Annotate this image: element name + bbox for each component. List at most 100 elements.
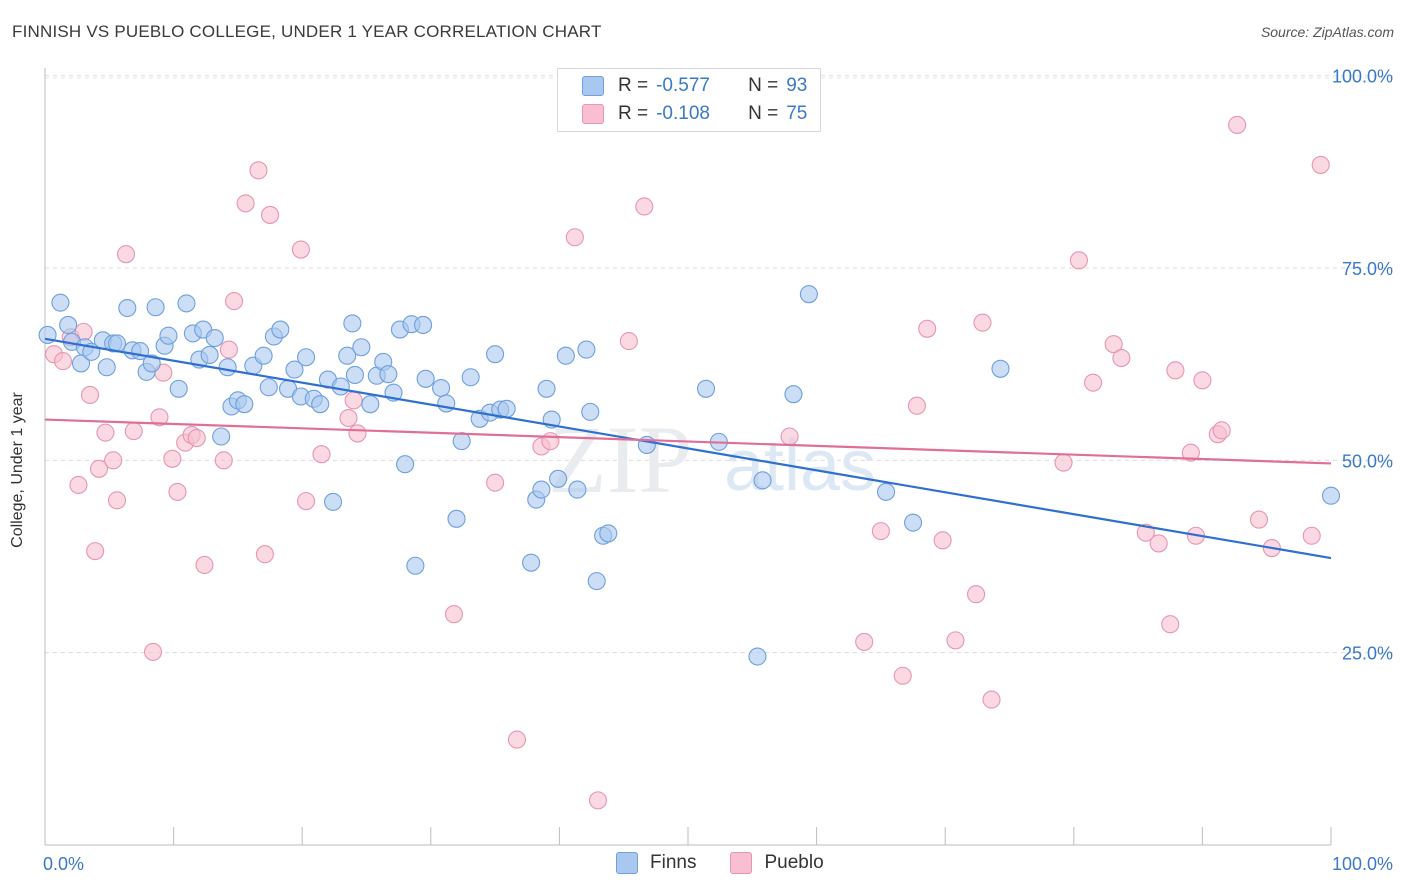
legend-item-pueblo[interactable]: Pueblo (730, 852, 824, 874)
pueblo-point (143, 642, 163, 661)
pueblo-point (635, 197, 654, 216)
finns-point (352, 338, 371, 357)
pueblo-point (933, 531, 952, 550)
pueblo-point (224, 292, 244, 311)
finns-point (142, 354, 161, 373)
finns-point (200, 345, 219, 365)
y-tick-label: 100.0% (1332, 67, 1393, 87)
correlation-legend: R = -0.577 N = 93 R = -0.108 N = 75 (557, 68, 821, 132)
pueblo-point (1104, 335, 1123, 354)
finns-point (414, 315, 433, 334)
pueblo-point (982, 690, 1001, 709)
pueblo-point (871, 522, 890, 541)
pueblo-point (893, 666, 912, 685)
pueblo-point (619, 332, 638, 351)
pueblo-point (96, 423, 115, 442)
pueblo-n-value: 75 (786, 103, 808, 124)
pueblo-point (344, 391, 363, 410)
pueblo-point (168, 482, 187, 501)
finns-point (331, 377, 350, 396)
watermark-atlas: atlas (724, 426, 876, 506)
finns-point (537, 379, 556, 398)
source-credit: Source: ZipAtlas.com (1260, 24, 1394, 40)
finns-point (748, 647, 767, 666)
axes (44, 68, 1332, 846)
finns-point (522, 553, 541, 572)
y-tick-label: 75.0% (1342, 259, 1393, 279)
series-legend: Finns Pueblo (616, 852, 858, 874)
finns-legend-label: Finns (650, 852, 697, 873)
pueblo-point (236, 194, 255, 213)
pueblo-point (1212, 421, 1231, 440)
pueblo-point (86, 542, 105, 561)
legend-row-pueblo: R = -0.108 N = 75 (582, 102, 807, 126)
finns-point (146, 298, 165, 317)
finns-point (497, 399, 516, 418)
pueblo-point (973, 313, 992, 332)
finns-point (118, 298, 137, 318)
x-tick-label: 100.0% (1332, 854, 1393, 874)
finns-point (452, 432, 471, 451)
pueblo-point (249, 161, 268, 180)
pueblo-point (53, 352, 73, 371)
finns-point (437, 394, 456, 413)
finns-r-label: R = (618, 75, 649, 96)
x-tick-label: 0.0% (43, 854, 84, 874)
finns-point (486, 345, 505, 364)
finns-r-value: -0.577 (656, 75, 710, 96)
finns-n-value: 93 (786, 75, 808, 96)
finns-point (1321, 486, 1341, 505)
chart-title: FINNISH VS PUEBLO COLLEGE, UNDER 1 YEAR … (12, 22, 602, 41)
pueblo-point (1166, 361, 1185, 380)
pueblo-point (163, 449, 182, 468)
finns-point (568, 480, 587, 499)
pueblo-point (1181, 443, 1200, 462)
finns-point (254, 346, 273, 365)
pueblo-point (1136, 523, 1155, 542)
finns-n-label: N = (748, 75, 779, 96)
pueblo-point (348, 424, 367, 443)
finns-point (581, 402, 600, 421)
trend-lines (44, 337, 1332, 560)
finns-point (753, 471, 772, 490)
pueblo-point (486, 473, 505, 492)
finns-point (549, 469, 568, 488)
finns-point (271, 320, 290, 339)
pueblo-point (541, 432, 560, 451)
pueblo-point (1161, 615, 1180, 634)
finns-point (311, 395, 330, 414)
finns-point (159, 326, 178, 345)
pueblo-point (80, 385, 100, 405)
y-tick-label: 25.0% (1342, 644, 1393, 664)
pueblo-point (780, 427, 799, 446)
pueblo-point (1084, 373, 1103, 392)
pueblo-point (1193, 371, 1212, 390)
pueblo-point (255, 545, 274, 564)
finns-point (447, 509, 466, 528)
finns-point (169, 379, 188, 398)
finns-point (205, 328, 224, 348)
finns-point (338, 346, 357, 365)
finns-point (587, 572, 606, 591)
pueblo-point (1302, 526, 1321, 545)
pueblo-point (150, 408, 169, 427)
finns-point (556, 346, 575, 365)
y-tick-label: 50.0% (1342, 451, 1393, 471)
pueblo-point (907, 396, 926, 415)
y-axis-label: College, Under 1 year (9, 392, 26, 548)
pueblo-point (855, 632, 874, 651)
finns-point (343, 314, 362, 333)
pueblo-point (104, 451, 123, 470)
finns-point (416, 369, 435, 388)
watermark: ZIP atlas (548, 406, 876, 513)
pueblo-point (297, 492, 316, 511)
pueblo-point (1149, 534, 1168, 553)
finns-trend-line (44, 337, 1332, 560)
finns-point (177, 294, 196, 313)
pueblo-point (1112, 348, 1131, 368)
pueblo-point (312, 445, 331, 464)
pueblo-point (918, 319, 937, 338)
pueblo-legend-swatch (730, 852, 753, 874)
pueblo-point (1069, 251, 1088, 270)
legend-item-finns[interactable]: Finns (616, 852, 696, 874)
